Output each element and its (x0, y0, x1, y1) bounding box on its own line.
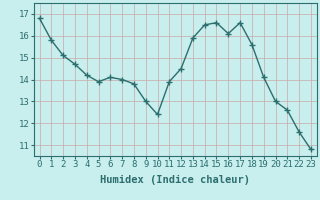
X-axis label: Humidex (Indice chaleur): Humidex (Indice chaleur) (100, 175, 250, 185)
